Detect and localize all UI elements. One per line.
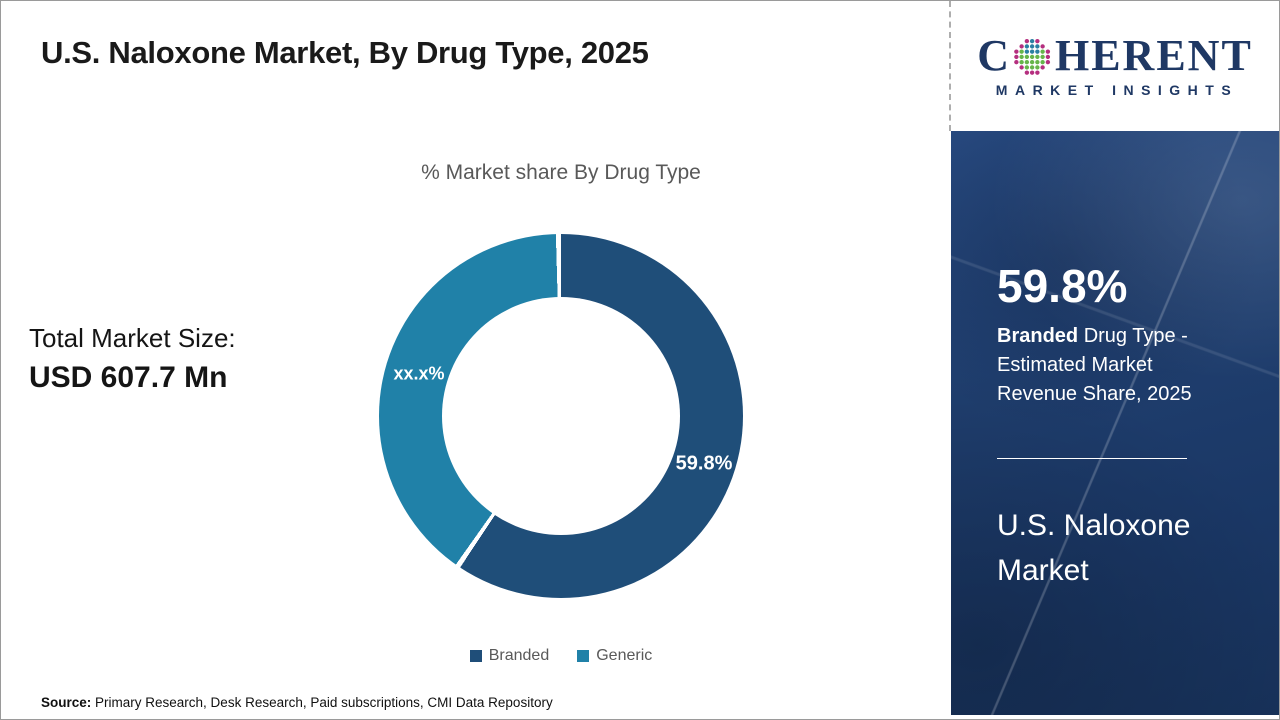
source-note: Source: Primary Research, Desk Research,… <box>41 695 553 710</box>
panel-divider <box>997 458 1187 459</box>
stat-description-rest: Drug Type - Estimated Market Revenue Sha… <box>997 325 1192 405</box>
source-label: Source: <box>41 695 92 710</box>
stat-description-bold: Branded <box>997 325 1079 347</box>
legend-label: Generic <box>596 647 653 664</box>
total-market-size-label: Total Market Size: <box>29 323 236 353</box>
dotted-globe-icon <box>1014 38 1051 75</box>
brand-wordmark-end: HERENT <box>1054 31 1253 80</box>
legend-label: Branded <box>488 647 550 664</box>
side-panel: 59.8% Branded Drug Type - Estimated Mark… <box>951 131 1279 715</box>
legend-item-branded: Branded <box>469 647 550 665</box>
total-market-size-value: USD 607.7 Mn <box>29 361 228 394</box>
brand-logo: C HERENT MARKET INSIGHTS <box>949 1 1279 131</box>
chart-title: % Market share By Drug Type <box>421 161 701 184</box>
legend-swatch-icon <box>469 650 482 662</box>
stat-description: Branded Drug Type - Estimated Market Rev… <box>997 322 1234 409</box>
chart-legend: Branded Generic <box>321 647 801 665</box>
brand-wordmark-start: C <box>977 31 1011 80</box>
slice-label-generic: xx.x% <box>393 363 445 384</box>
source-text: Primary Research, Desk Research, Paid su… <box>95 695 553 710</box>
donut-chart: 59.8% xx.x% <box>379 234 743 598</box>
page-title: U.S. Naloxone Market, By Drug Type, 2025 <box>41 35 649 70</box>
slice-label-branded: 59.8% <box>675 452 733 475</box>
brand-wordmark: C HERENT <box>977 34 1253 78</box>
stat-value: 59.8% <box>997 260 1128 312</box>
total-market-size: Total Market Size: USD 607.7 Mn <box>29 323 236 395</box>
donut-hole <box>442 297 680 535</box>
legend-swatch-icon <box>577 650 590 662</box>
brand-tagline: MARKET INSIGHTS <box>995 82 1239 98</box>
market-name: U.S. Naloxone Market <box>997 509 1191 587</box>
legend-item-generic: Generic <box>577 647 652 665</box>
